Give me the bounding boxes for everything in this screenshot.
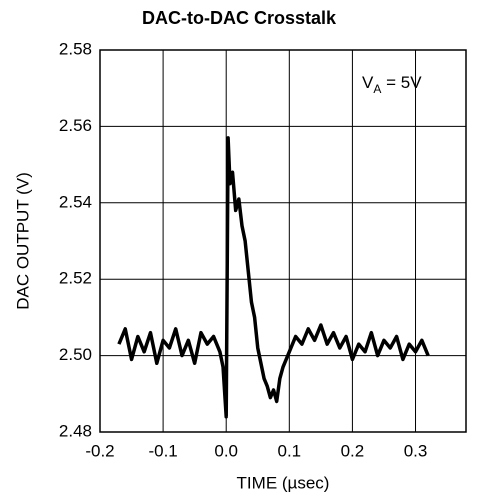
data-line [117, 136, 430, 419]
y-tick-label: 2.52 [59, 269, 92, 288]
x-tick-label: 0.1 [277, 441, 301, 460]
y-tick-label: 2.48 [59, 421, 92, 440]
x-tick-label: 0.3 [404, 441, 428, 460]
y-tick-label: 2.58 [59, 39, 92, 58]
y-tick-label: 2.50 [59, 345, 92, 364]
annotation-rest: = 5V [381, 73, 422, 92]
chart-title: DAC-to-DAC Crosstalk [142, 8, 337, 28]
x-tick-label: 0.2 [341, 441, 365, 460]
plot-border [99, 49, 467, 433]
x-tick-label: -0.2 [85, 441, 114, 460]
x-tick-label: 0.0 [214, 441, 238, 460]
annotation-subscript: A [373, 82, 381, 96]
x-axis-label: TIME (µsec) [237, 473, 330, 492]
annotation: VA = 5V [362, 73, 422, 96]
annotation-text: V [362, 73, 374, 92]
x-tick-label: -0.1 [148, 441, 177, 460]
y-tick-label: 2.56 [59, 116, 92, 135]
y-tick-label: 2.54 [59, 192, 92, 211]
y-axis-label: DAC OUTPUT (V) [13, 172, 32, 310]
